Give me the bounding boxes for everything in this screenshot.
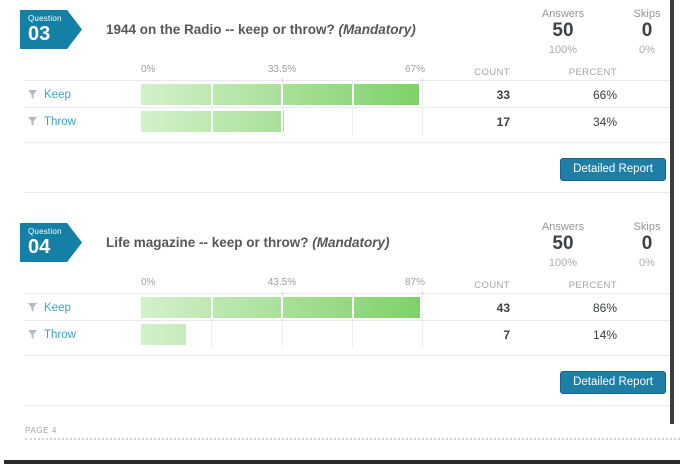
bar-throw <box>141 324 187 345</box>
axis-end-label: 67% <box>404 64 425 75</box>
question-title-text: Life magazine -- keep or throw? <box>106 235 313 250</box>
bar-segment-separator <box>281 111 283 132</box>
answer-row-throw: Throw 17 34% <box>25 107 670 135</box>
question-badge: Question 03 <box>20 10 82 49</box>
skips-percent: 0% <box>639 256 655 269</box>
question-header: Question 03 1944 on the Radio -- keep or… <box>0 0 684 56</box>
answer-row-keep: Keep 43 86% <box>25 293 670 321</box>
question-badge-number: 04 <box>28 236 51 258</box>
divider <box>25 355 670 356</box>
page-footer-label: PAGE 4 <box>25 426 57 435</box>
percent-column-header: PERCENT <box>568 279 617 291</box>
answers-stat: Answers 50 100% <box>508 8 618 56</box>
axis-mid-label: 43.5% <box>267 277 297 288</box>
skips-stat: Skips 0 0% <box>618 8 676 56</box>
bar-segment-separator <box>281 297 283 318</box>
chart-axis-row: 0% 33.5% 67% COUNT PERCENT <box>25 64 670 83</box>
question-badge-number: 03 <box>28 23 51 45</box>
window-right-edge <box>670 0 674 424</box>
section-divider <box>25 405 670 406</box>
page-footer: PAGE 4 <box>25 426 684 440</box>
question-section-04: Question 04 Life magazine -- keep or thr… <box>0 193 684 406</box>
count-value: 7 <box>503 327 510 342</box>
answer-choice-link[interactable]: Throw <box>44 328 76 341</box>
question-title-text: 1944 on the Radio -- keep or throw? <box>106 22 339 37</box>
question-header: Question 04 Life magazine -- keep or thr… <box>0 193 684 269</box>
skips-count: 0 <box>641 20 653 41</box>
mandatory-label: (Mandatory) <box>338 22 416 37</box>
bar-segment-separator <box>351 84 354 105</box>
mandatory-label: (Mandatory) <box>312 235 390 250</box>
question-badge-word: Question <box>28 14 62 23</box>
answer-row-keep: Keep 33 66% <box>25 80 670 108</box>
axis-mid-label: 33.5% <box>267 64 297 75</box>
percent-value: 14% <box>592 327 617 342</box>
bar-keep <box>141 297 420 318</box>
divider <box>25 142 670 143</box>
results-bar-chart: 0% 43.5% 87% COUNT PERCENT Keep <box>25 277 670 348</box>
skips-label: Skips <box>633 221 661 233</box>
question-title: Life magazine -- keep or throw? (Mandato… <box>106 235 390 250</box>
axis-end-label: 87% <box>404 277 425 288</box>
answers-count: 50 <box>552 233 574 254</box>
answers-label: Answers <box>541 8 585 20</box>
section-divider <box>25 192 670 193</box>
answers-stat: Answers 50 100% <box>508 221 618 269</box>
answers-count: 50 <box>552 20 574 41</box>
bar-segment-separator <box>351 297 354 318</box>
bar-segment-separator <box>210 297 213 318</box>
chart-axis-row: 0% 43.5% 87% COUNT PERCENT <box>25 277 670 296</box>
bar-track <box>141 81 423 108</box>
question-badge: Question 04 <box>20 223 82 262</box>
axis-labels: 0% 43.5% 87% <box>141 277 425 296</box>
filter-icon[interactable] <box>28 116 37 127</box>
count-column-header: COUNT <box>474 279 510 291</box>
answer-choice-link[interactable]: Throw <box>44 115 76 128</box>
response-stats: Answers 50 100% Skips 0 0% <box>508 221 676 269</box>
detailed-report-button[interactable]: Detailed Report <box>560 371 666 394</box>
axis-start-label: 0% <box>141 64 156 75</box>
question-badge-word: Question <box>28 227 62 236</box>
count-value: 33 <box>496 87 510 102</box>
count-value: 17 <box>496 114 510 129</box>
bar-track <box>141 321 423 348</box>
percent-value: 66% <box>592 87 617 102</box>
question-title: 1944 on the Radio -- keep or throw? (Man… <box>106 22 416 37</box>
filter-icon[interactable] <box>28 89 37 100</box>
answers-percent: 100% <box>548 256 578 269</box>
count-column-header: COUNT <box>474 66 510 78</box>
response-stats: Answers 50 100% Skips 0 0% <box>508 8 676 56</box>
filter-icon[interactable] <box>28 302 37 313</box>
window-bottom-edge <box>4 460 680 464</box>
bar-keep <box>141 84 419 105</box>
answers-label: Answers <box>541 221 585 233</box>
results-bar-chart: 0% 33.5% 67% COUNT PERCENT Keep <box>25 64 670 135</box>
answer-choice-link[interactable]: Keep <box>44 88 71 101</box>
count-value: 43 <box>496 300 510 315</box>
skips-label: Skips <box>633 8 661 20</box>
percent-column-header: PERCENT <box>568 66 617 78</box>
page-break-dotted-line <box>25 438 680 440</box>
answer-choice-link[interactable]: Keep <box>44 301 71 314</box>
bar-track <box>141 294 423 321</box>
percent-value: 34% <box>592 114 617 129</box>
bar-segment-separator <box>210 84 213 105</box>
filter-icon[interactable] <box>28 329 37 340</box>
bar-track <box>141 108 423 135</box>
answer-row-throw: Throw 7 14% <box>25 320 670 348</box>
bar-segment-separator <box>210 111 213 132</box>
skips-stat: Skips 0 0% <box>618 221 676 269</box>
skips-percent: 0% <box>639 43 655 56</box>
percent-value: 86% <box>592 300 617 315</box>
answers-percent: 100% <box>548 43 578 56</box>
detailed-report-button[interactable]: Detailed Report <box>560 158 666 181</box>
bar-segment-separator <box>281 84 283 105</box>
axis-labels: 0% 33.5% 67% <box>141 64 425 83</box>
skips-count: 0 <box>641 233 653 254</box>
axis-start-label: 0% <box>141 277 156 288</box>
question-section-03: Question 03 1944 on the Radio -- keep or… <box>0 0 684 193</box>
bar-throw <box>141 111 285 132</box>
